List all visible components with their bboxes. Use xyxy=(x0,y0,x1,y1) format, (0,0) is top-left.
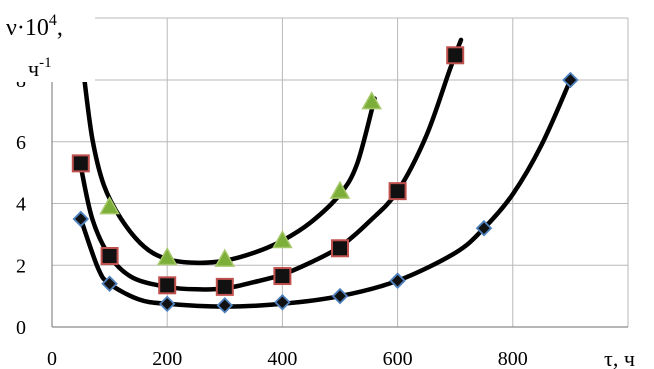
data-point-triangle xyxy=(99,196,120,215)
data-point-diamond xyxy=(274,294,291,311)
data-point-diamond xyxy=(562,71,579,89)
x-tick-label: 600 xyxy=(383,348,413,369)
y-label-background xyxy=(0,0,95,82)
y-tick-label: 6 xyxy=(16,132,26,154)
data-point-square xyxy=(446,46,465,65)
data-point-diamond xyxy=(158,295,176,313)
y-axis-label: ν·104, xyxy=(6,12,63,41)
data-point-diamond xyxy=(475,219,493,237)
data-point-square xyxy=(100,246,119,265)
data-point-diamond xyxy=(72,210,90,228)
data-point-triangle xyxy=(214,248,236,267)
data-point-square xyxy=(273,267,292,286)
data-markers xyxy=(71,46,579,314)
data-point-square xyxy=(215,277,234,296)
data-point-diamond xyxy=(101,275,118,293)
x-tick-label: 0 xyxy=(47,348,57,369)
data-point-triangle xyxy=(329,180,351,199)
trend-line-square xyxy=(78,37,464,292)
y-tick-label: 0 xyxy=(16,317,26,339)
data-point-triangle xyxy=(156,247,178,266)
x-tick-label: 200 xyxy=(152,348,182,369)
data-point-triangle xyxy=(272,230,293,249)
data-point-triangle xyxy=(361,91,382,110)
x-axis-label: τ, ч xyxy=(604,346,635,369)
data-point-square xyxy=(158,276,177,295)
data-point-diamond xyxy=(389,272,406,289)
y-tick-label: 2 xyxy=(16,255,26,277)
grid xyxy=(52,17,629,327)
data-point-square xyxy=(331,239,349,258)
y-tick-label: 4 xyxy=(16,194,26,216)
data-point-diamond xyxy=(216,297,234,314)
data-point-square xyxy=(71,154,90,173)
data-point-square xyxy=(388,182,407,201)
trend-line-triangle xyxy=(81,71,377,266)
x-tick-label: 400 xyxy=(267,348,297,369)
y-axis-unit: ч-1 xyxy=(28,55,52,81)
x-tick-label: 800 xyxy=(498,348,528,369)
data-point-diamond xyxy=(331,287,349,305)
trend-line-diamond xyxy=(78,77,573,309)
